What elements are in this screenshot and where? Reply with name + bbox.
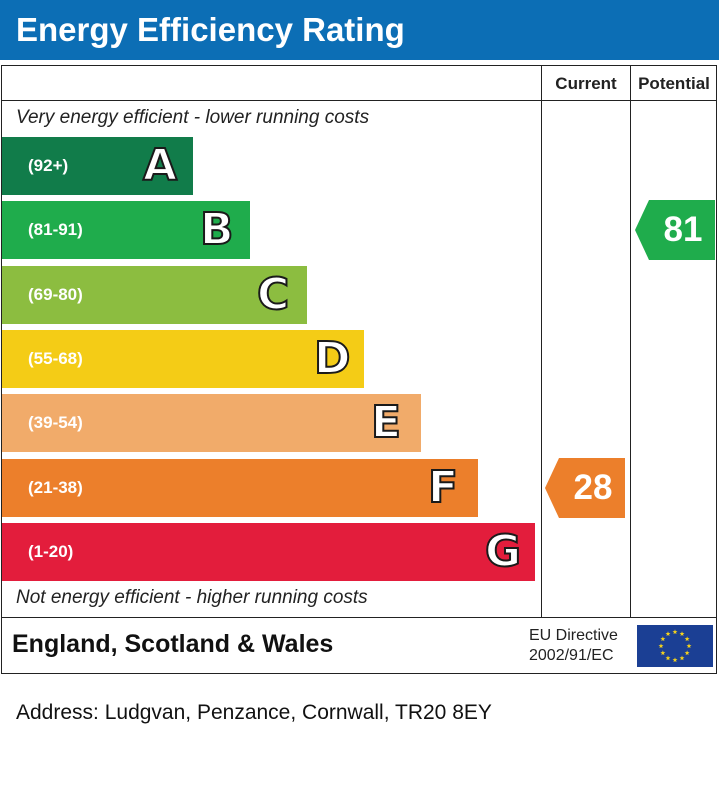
- potential-rating-arrow-value: 81: [663, 210, 703, 249]
- band-letter-label: A: [142, 139, 178, 192]
- eu-star-icon: [660, 650, 666, 656]
- band-range-label: (1-20): [28, 542, 74, 561]
- potential-rating-arrow: 81: [635, 200, 715, 260]
- eu-star-icon: [672, 629, 678, 635]
- eu-star-icon: [665, 631, 671, 636]
- band-e: (39-54) E: [2, 394, 421, 452]
- band-range-label: (21-38): [28, 478, 83, 497]
- header-bar: Energy Efficiency Rating: [0, 0, 719, 60]
- current-column-header: Current: [555, 74, 617, 93]
- band-a: (92+) A: [2, 137, 193, 195]
- current-rating-arrow: 28: [545, 458, 625, 518]
- band-letter-label: F: [427, 461, 459, 514]
- inefficient-note: Not energy efficient - higher running co…: [16, 587, 368, 608]
- eu-star-icon: [684, 650, 690, 656]
- eu-star-icon: [672, 657, 678, 663]
- band-b: (81-91) B: [2, 201, 250, 259]
- header-row-divider: [1, 100, 717, 101]
- potential-column-divider: [630, 65, 631, 618]
- band-range-label: (92+): [28, 156, 69, 175]
- band-letter-label: D: [313, 332, 352, 385]
- rating-frame: [1, 65, 717, 674]
- eu-star-icon: [684, 636, 690, 642]
- band-c: (69-80) C: [2, 266, 307, 324]
- eu-directive: EU Directive 2002/91/EC: [529, 626, 618, 666]
- band-range-label: (81-91): [28, 220, 83, 239]
- band-d: (55-68) D: [2, 330, 364, 388]
- potential-column-header: Potential: [638, 74, 710, 93]
- band-letter-label: G: [484, 525, 522, 578]
- eu-star-icon: [665, 655, 671, 661]
- property-address: Address: Ludgvan, Penzance, Cornwall, TR…: [16, 701, 492, 724]
- band-range-label: (39-54): [28, 413, 83, 432]
- eu-flag-icon: [637, 625, 713, 667]
- footer-row-divider: [1, 617, 717, 618]
- band-letter-label: E: [370, 396, 402, 449]
- eu-directive-line1: EU Directive: [529, 627, 618, 644]
- efficient-note: Very energy efficient - lower running co…: [16, 107, 370, 128]
- current-column-divider: [541, 65, 542, 618]
- eu-star-icon: [686, 643, 692, 649]
- current-rating-arrow-value: 28: [573, 468, 613, 507]
- band-f: (21-38) F: [2, 459, 478, 517]
- eu-star-icon: [679, 631, 685, 636]
- eu-star-icon: [660, 636, 666, 642]
- region-label: England, Scotland & Wales: [12, 630, 334, 658]
- band-letter-label: B: [199, 203, 235, 256]
- eu-directive-line2: 2002/91/EC: [529, 647, 614, 664]
- band-letter-label: C: [256, 268, 290, 321]
- eu-star-icon: [679, 655, 685, 661]
- band-range-label: (55-68): [28, 349, 83, 368]
- band-range-label: (69-80): [28, 285, 83, 304]
- eu-star-icon: [658, 643, 664, 649]
- page-title: Energy Efficiency Rating: [16, 11, 405, 48]
- band-g: (1-20) G: [2, 523, 535, 581]
